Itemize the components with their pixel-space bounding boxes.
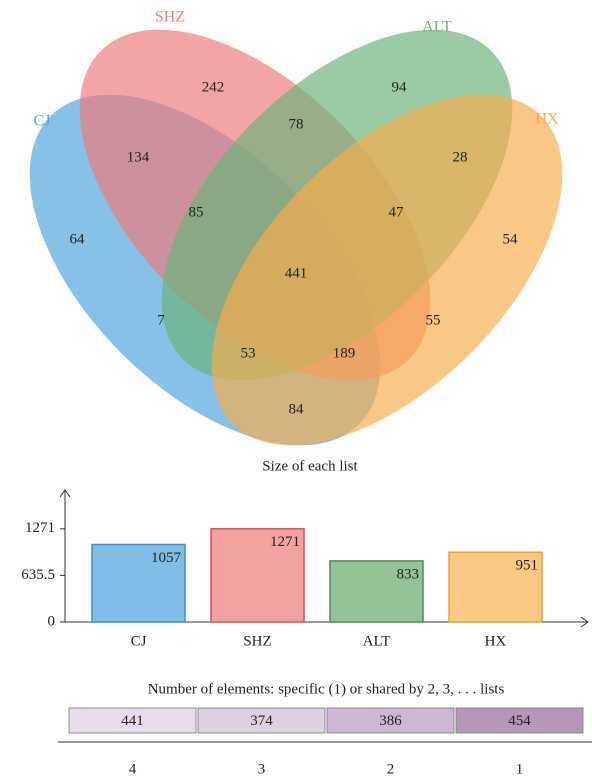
- y-tick-label: 0: [48, 613, 56, 629]
- region-count: 53: [241, 345, 256, 361]
- region-count: 84: [289, 401, 305, 417]
- x-tick-label: CJ: [131, 633, 147, 649]
- cell-label: 454: [508, 713, 531, 729]
- set-ellipse: [211, 94, 563, 446]
- cell: [68, 707, 197, 734]
- set-label: ALT: [422, 19, 452, 36]
- y-axis-arrow: [59, 489, 71, 498]
- region-count: 47: [389, 204, 405, 220]
- cell: [455, 707, 584, 734]
- region-count: 242: [202, 79, 225, 95]
- value-label: 833: [397, 566, 420, 582]
- chart-title: Size of each list: [262, 458, 358, 474]
- region-count: 54: [503, 231, 519, 247]
- bar: [210, 528, 305, 623]
- cell-label: 441: [121, 713, 144, 729]
- y-tick-label: 635.5: [21, 567, 55, 583]
- region-count: 94: [392, 79, 408, 95]
- region-count: 64: [70, 231, 86, 247]
- chart-title: Number of elements: specific (1) or shar…: [148, 681, 505, 697]
- region-count: 85: [189, 204, 204, 220]
- region-count: 7: [157, 312, 165, 328]
- value-label: 951: [516, 558, 539, 574]
- cell: [197, 707, 326, 734]
- x-tick-label: HX: [485, 633, 507, 649]
- cell-label: 374: [250, 713, 273, 729]
- category-label: 1: [516, 761, 524, 777]
- category-label: 2: [387, 761, 395, 777]
- region-count: 78: [289, 116, 304, 132]
- bar: [91, 543, 186, 623]
- region-count: 441: [285, 265, 308, 281]
- x-tick-label: SHZ: [243, 633, 271, 649]
- region-count: 28: [453, 149, 468, 165]
- set-label: CJ: [34, 113, 51, 130]
- set-label: SHZ: [155, 9, 185, 26]
- x-tick-label: ALT: [363, 633, 391, 649]
- y-tick-label: 1271: [25, 520, 55, 536]
- bar: [329, 560, 424, 623]
- category-label: 4: [129, 761, 137, 777]
- cell-label: 386: [379, 713, 402, 729]
- cell: [326, 707, 455, 734]
- region-count: 55: [426, 312, 441, 328]
- region-count: 189: [333, 345, 356, 361]
- value-label: 1057: [151, 550, 182, 566]
- x-axis-arrow: [580, 616, 589, 628]
- set-label: HX: [535, 111, 559, 128]
- region-count: 134: [127, 149, 150, 165]
- category-label: 3: [258, 761, 266, 777]
- bar: [448, 551, 543, 623]
- value-label: 1271: [270, 534, 300, 550]
